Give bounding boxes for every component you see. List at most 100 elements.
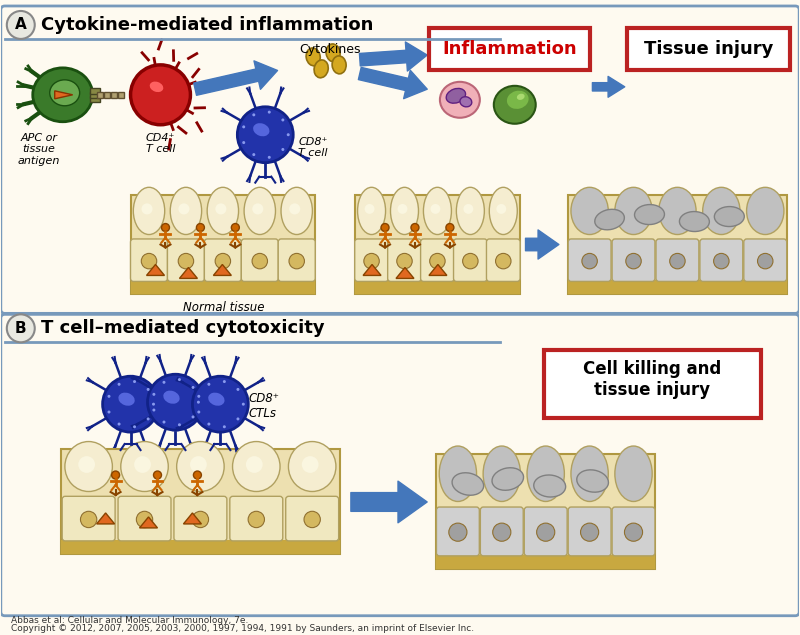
Ellipse shape: [490, 187, 518, 234]
Circle shape: [133, 380, 136, 383]
Ellipse shape: [150, 81, 163, 92]
FancyBboxPatch shape: [286, 497, 338, 541]
FancyBboxPatch shape: [355, 194, 520, 295]
Circle shape: [223, 425, 226, 428]
Circle shape: [152, 393, 155, 396]
FancyBboxPatch shape: [97, 92, 102, 98]
Circle shape: [364, 253, 379, 269]
Ellipse shape: [390, 187, 418, 234]
Circle shape: [626, 253, 642, 269]
Ellipse shape: [33, 68, 93, 122]
Circle shape: [215, 253, 230, 269]
Circle shape: [178, 203, 190, 215]
Circle shape: [581, 523, 598, 541]
Ellipse shape: [577, 470, 609, 492]
Text: CD4⁺
T cell: CD4⁺ T cell: [146, 133, 175, 154]
Text: APC or
tissue
antigen: APC or tissue antigen: [18, 133, 60, 166]
Polygon shape: [429, 264, 447, 276]
Ellipse shape: [615, 187, 652, 234]
FancyBboxPatch shape: [1, 314, 799, 616]
FancyBboxPatch shape: [90, 92, 100, 98]
Text: Tissue injury: Tissue injury: [644, 40, 773, 58]
Text: CD8⁺
T cell: CD8⁺ T cell: [298, 137, 328, 159]
FancyBboxPatch shape: [656, 239, 699, 281]
Ellipse shape: [527, 446, 564, 502]
Polygon shape: [396, 267, 414, 278]
Circle shape: [411, 224, 419, 232]
Text: Cytokine-mediated inflammation: Cytokine-mediated inflammation: [41, 16, 373, 34]
Ellipse shape: [326, 44, 340, 62]
Circle shape: [130, 65, 190, 124]
Circle shape: [178, 378, 181, 381]
Circle shape: [242, 141, 246, 144]
Ellipse shape: [679, 211, 710, 232]
FancyBboxPatch shape: [568, 281, 787, 295]
FancyBboxPatch shape: [204, 239, 242, 281]
Circle shape: [397, 253, 412, 269]
Circle shape: [582, 253, 598, 269]
Polygon shape: [146, 264, 165, 276]
Circle shape: [111, 471, 119, 479]
Circle shape: [252, 153, 255, 156]
Ellipse shape: [517, 94, 525, 100]
Text: Normal tissue: Normal tissue: [182, 302, 264, 314]
Circle shape: [446, 224, 454, 232]
Circle shape: [625, 523, 642, 541]
Ellipse shape: [50, 80, 80, 106]
FancyBboxPatch shape: [242, 239, 278, 281]
Ellipse shape: [289, 441, 336, 491]
Ellipse shape: [483, 446, 521, 502]
Circle shape: [231, 224, 239, 232]
Circle shape: [449, 523, 467, 541]
FancyBboxPatch shape: [174, 497, 227, 541]
FancyBboxPatch shape: [61, 449, 340, 554]
Text: B: B: [15, 321, 26, 336]
Ellipse shape: [244, 187, 275, 234]
FancyBboxPatch shape: [90, 88, 100, 94]
Text: Copyright © 2012, 2007, 2005, 2003, 2000, 1997, 1994, 1991 by Saunders, an impri: Copyright © 2012, 2007, 2005, 2003, 2000…: [10, 624, 474, 632]
Circle shape: [152, 408, 155, 411]
FancyBboxPatch shape: [612, 239, 655, 281]
Circle shape: [102, 376, 158, 432]
Circle shape: [493, 523, 511, 541]
Ellipse shape: [594, 210, 625, 230]
Circle shape: [162, 420, 166, 424]
Circle shape: [223, 380, 226, 383]
FancyBboxPatch shape: [118, 92, 123, 98]
Circle shape: [147, 374, 203, 430]
FancyBboxPatch shape: [437, 507, 479, 556]
FancyBboxPatch shape: [110, 92, 117, 98]
Text: CD8⁺
CTLs: CD8⁺ CTLs: [248, 392, 279, 420]
Ellipse shape: [306, 48, 320, 66]
Circle shape: [282, 119, 284, 121]
Circle shape: [133, 425, 136, 428]
Circle shape: [7, 11, 34, 39]
Circle shape: [193, 376, 248, 432]
Polygon shape: [97, 513, 114, 524]
Circle shape: [268, 110, 270, 114]
Circle shape: [670, 253, 685, 269]
Circle shape: [154, 471, 162, 479]
FancyBboxPatch shape: [90, 96, 100, 102]
Polygon shape: [139, 517, 158, 528]
Text: Abbas et al: Cellular and Molecular Immunology, 7e.: Abbas et al: Cellular and Molecular Immu…: [10, 616, 248, 625]
Ellipse shape: [460, 97, 472, 107]
Circle shape: [365, 204, 374, 214]
FancyBboxPatch shape: [436, 454, 655, 569]
Circle shape: [197, 224, 205, 232]
Circle shape: [289, 203, 300, 215]
Circle shape: [252, 114, 255, 116]
Ellipse shape: [571, 187, 608, 234]
FancyBboxPatch shape: [454, 239, 487, 281]
Polygon shape: [183, 513, 202, 524]
FancyBboxPatch shape: [118, 497, 171, 541]
Ellipse shape: [118, 392, 134, 406]
Circle shape: [107, 410, 110, 413]
Ellipse shape: [439, 446, 477, 502]
FancyBboxPatch shape: [568, 194, 787, 295]
Circle shape: [107, 395, 110, 398]
FancyBboxPatch shape: [700, 239, 742, 281]
FancyBboxPatch shape: [568, 507, 611, 556]
FancyBboxPatch shape: [744, 239, 786, 281]
Ellipse shape: [332, 56, 346, 74]
